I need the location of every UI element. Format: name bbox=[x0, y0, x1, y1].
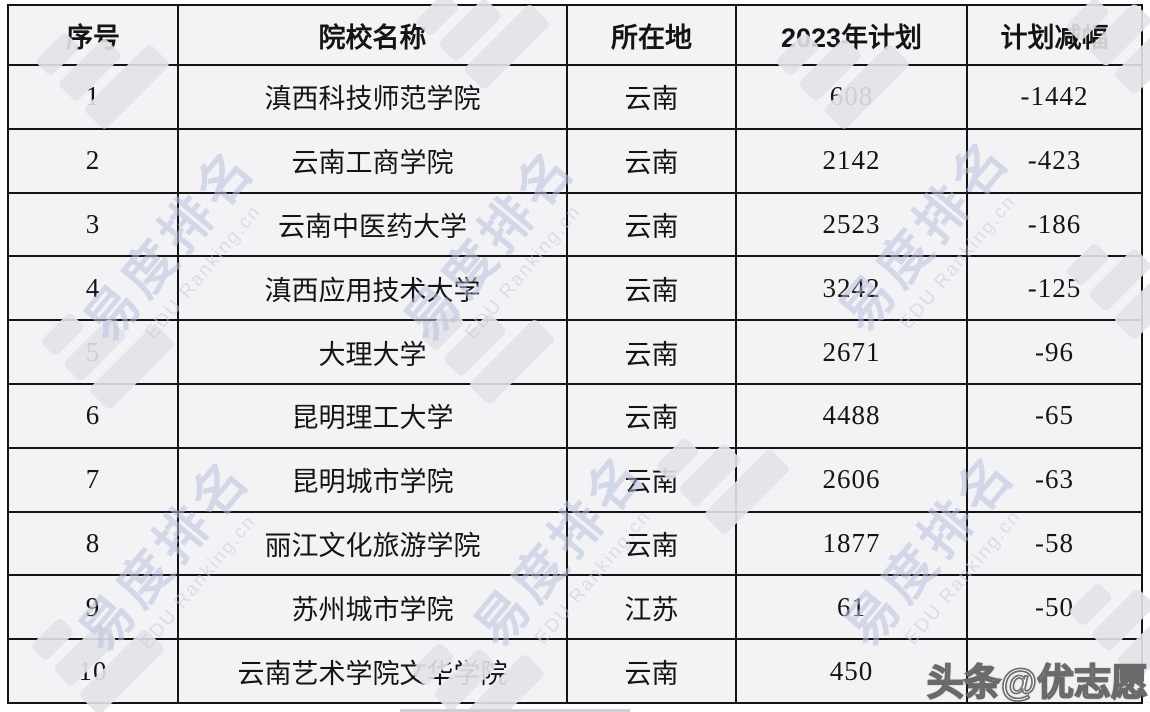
header-serial: 序号 bbox=[7, 4, 179, 66]
cell-province: 江苏 bbox=[566, 574, 737, 641]
cell-serial: 4 bbox=[7, 255, 179, 322]
table-row: 1 滇西科技师范学院 云南 608 -1442 bbox=[7, 64, 1143, 130]
cell-plan: 4488 bbox=[735, 382, 968, 449]
cell-reduction: -58 bbox=[966, 510, 1143, 577]
cell-name: 滇西应用技术大学 bbox=[177, 255, 568, 322]
cell-reduction: -125 bbox=[966, 255, 1143, 322]
cell-reduction: -65 bbox=[966, 382, 1143, 449]
cell-name: 苏州城市学院 bbox=[177, 574, 568, 641]
cell-province: 云南 bbox=[566, 127, 737, 194]
cell-plan: 2606 bbox=[735, 446, 968, 513]
cell-province: 云南 bbox=[566, 382, 737, 449]
cell-serial: 10 bbox=[7, 638, 179, 704]
cell-reduction: -63 bbox=[966, 446, 1143, 513]
cell-name: 云南工商学院 bbox=[177, 127, 568, 194]
cell-serial: 6 bbox=[7, 382, 179, 449]
cell-province: 云南 bbox=[566, 255, 737, 322]
table-row: 2 云南工商学院 云南 2142 -423 bbox=[7, 127, 1143, 194]
cell-name: 昆明理工大学 bbox=[177, 382, 568, 449]
cell-province: 云南 bbox=[566, 319, 737, 385]
cell-plan: 61 bbox=[735, 574, 968, 641]
table-row: 7 昆明城市学院 云南 2606 -63 bbox=[7, 446, 1143, 513]
cell-reduction: -50 bbox=[966, 574, 1143, 641]
cell-province: 云南 bbox=[566, 638, 737, 704]
cell-province: 云南 bbox=[566, 64, 737, 130]
table-row: 4 滇西应用技术大学 云南 3242 -125 bbox=[7, 255, 1143, 322]
header-reduction: 计划减幅 bbox=[966, 4, 1143, 66]
toutiao-author-watermark: 头条@优志愿 bbox=[926, 661, 1149, 704]
cell-name: 滇西科技师范学院 bbox=[177, 64, 568, 130]
cell-name: 大理大学 bbox=[177, 319, 568, 385]
header-name: 院校名称 bbox=[177, 4, 568, 66]
cell-reduction: -423 bbox=[966, 127, 1143, 194]
table-row: 8 丽江文化旅游学院 云南 1877 -58 bbox=[7, 510, 1143, 577]
table-row: 6 昆明理工大学 云南 4488 -65 bbox=[7, 382, 1143, 449]
cell-name: 丽江文化旅游学院 bbox=[177, 510, 568, 577]
ranking-table: 序号 院校名称 所在地 2023年计划 计划减幅 1 滇西科技师范学院 云南 6… bbox=[7, 4, 1143, 704]
cell-serial: 9 bbox=[7, 574, 179, 641]
cell-reduction: -96 bbox=[966, 319, 1143, 385]
header-province: 所在地 bbox=[566, 4, 737, 66]
cell-province: 云南 bbox=[566, 191, 737, 258]
header-plan-2023: 2023年计划 bbox=[735, 4, 968, 66]
cell-serial: 1 bbox=[7, 64, 179, 130]
table-row: 5 大理大学 云南 2671 -96 bbox=[7, 319, 1143, 385]
cell-serial: 3 bbox=[7, 191, 179, 258]
cell-plan: 2671 bbox=[735, 319, 968, 385]
cell-serial: 8 bbox=[7, 510, 179, 577]
cell-plan: 2142 bbox=[735, 127, 968, 194]
cell-name: 云南艺术学院文华学院 bbox=[177, 638, 568, 704]
cell-plan: 2523 bbox=[735, 191, 968, 258]
cell-name: 云南中医药大学 bbox=[177, 191, 568, 258]
cell-reduction: -1442 bbox=[966, 64, 1143, 130]
cell-serial: 7 bbox=[7, 446, 179, 513]
cell-province: 云南 bbox=[566, 510, 737, 577]
cell-serial: 2 bbox=[7, 127, 179, 194]
cell-province: 云南 bbox=[566, 446, 737, 513]
cell-name: 昆明城市学院 bbox=[177, 446, 568, 513]
cell-plan: 608 bbox=[735, 64, 968, 130]
cell-plan: 3242 bbox=[735, 255, 968, 322]
cell-reduction: -186 bbox=[966, 191, 1143, 258]
header-row: 序号 院校名称 所在地 2023年计划 计划减幅 bbox=[7, 4, 1143, 66]
table-row: 3 云南中医药大学 云南 2523 -186 bbox=[7, 191, 1143, 258]
cell-plan: 1877 bbox=[735, 510, 968, 577]
cell-serial: 5 bbox=[7, 319, 179, 385]
cell-plan: 450 bbox=[735, 638, 968, 704]
table-row: 9 苏州城市学院 江苏 61 -50 bbox=[7, 574, 1143, 641]
